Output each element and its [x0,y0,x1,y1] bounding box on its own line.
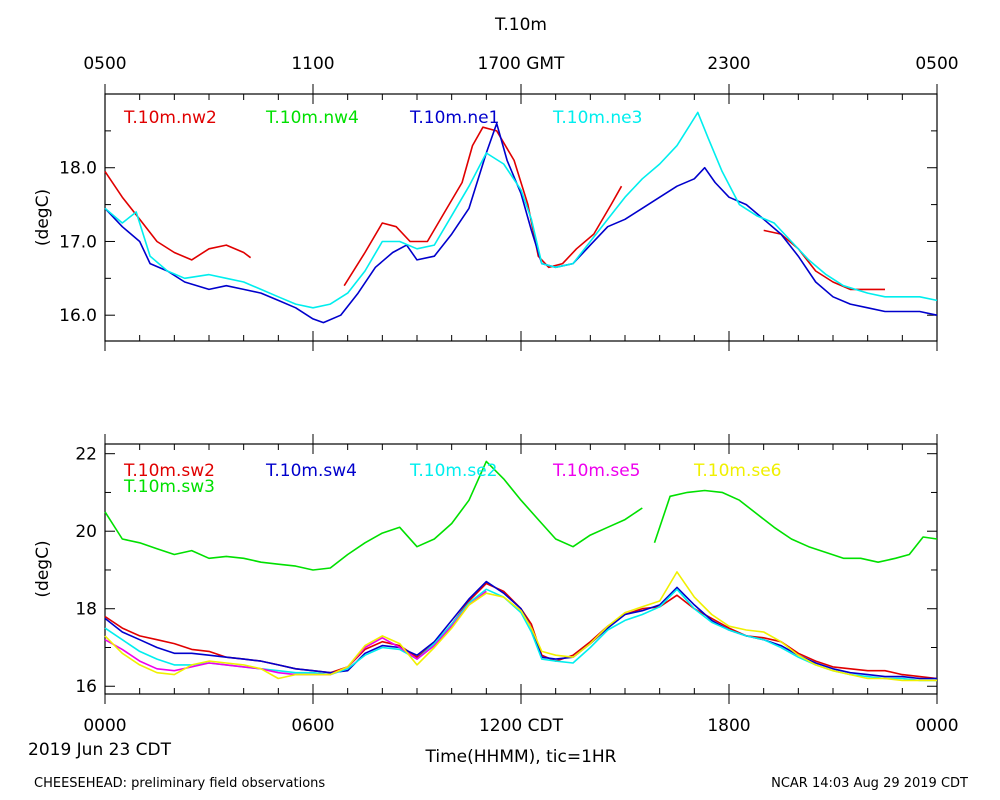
plot-frame [104,443,938,695]
legend-entry: T.10m.se6 [693,461,782,481]
footer-left: CHEESEHEAD: preliminary field observatio… [34,776,326,791]
footer-right: NCAR 14:03 Aug 29 2019 CDT [771,776,968,791]
y-tick-label: 20 [75,522,97,542]
series-line-T.10m.sw3 [653,489,938,564]
top-axis-tick-label: 1100 [291,54,334,74]
x-tick-label: 0600 [291,716,334,736]
legend-entry: T.10m.sw2 [123,461,215,481]
x-tick-label: 0000 [83,716,126,736]
series-line-T.10m.sw2 [104,582,938,680]
series-line-T.10m.sw3 [104,460,643,571]
series-line-T.10m.ne3 [104,111,938,309]
x-tick-label: 1200 CDT [479,716,564,736]
y-tick-label: 16 [75,677,97,697]
panel-top: 16.0 17.0 18.0 0500 1100 1700 GMT 2300 0500 (deg… [33,54,959,351]
legend-entry: T.10m.ne1 [409,108,499,128]
series-line-T.10m.nw2 [104,170,252,261]
y-tick-label: 17.0 [59,232,97,252]
top-axis-tick-label: 2300 [707,54,750,74]
legend-entry: T.10m.sw4 [265,461,357,481]
legend-entry: T.10m.nw2 [123,108,217,128]
legend-entry: T.10m.ne3 [552,108,642,128]
y-tick-label: 22 [75,445,97,465]
date-label: 2019 Jun 23 CDT [28,740,172,760]
y-tick-label: 16.0 [59,306,97,326]
top-axis-tick-label: 1700 GMT [478,54,566,74]
y-axis-label: (degC) [33,540,53,597]
top-axis-tick-label: 0500 [83,54,126,74]
legend-entry: T.10m.se5 [552,461,641,481]
top-axis-tick-label: 0500 [915,54,958,74]
series-line-T.10m.se5 [104,590,487,676]
panel-bottom: 16 18 20 22 0000 0600 1200 CDT 1800 0000 (degC) T.… [33,434,959,736]
legend-entry: T.10m.se2 [409,461,498,481]
y-tick-label: 18.0 [59,159,97,179]
y-axis-label: (degC) [33,189,53,246]
x-axis-label: Time(HHMM), tic=1HR [425,747,617,767]
y-tick-label: 18 [75,600,97,620]
x-tick-label: 0000 [915,716,958,736]
x-tick-label: 1800 [707,716,750,736]
series-line-T.10m.se2 [104,588,937,682]
series-line-T.10m.nw2 [343,126,623,287]
chart-title: T.10m [494,15,547,35]
plot-frame [104,93,938,342]
series-line-T.10m.se6 [104,571,937,682]
series-line-T.10m.ne1 [104,122,938,324]
legend-entry: T.10m.nw4 [265,108,359,128]
legend-entry: T.10m.sw3 [123,477,215,497]
series-line-T.10m.nw2 [763,229,885,291]
